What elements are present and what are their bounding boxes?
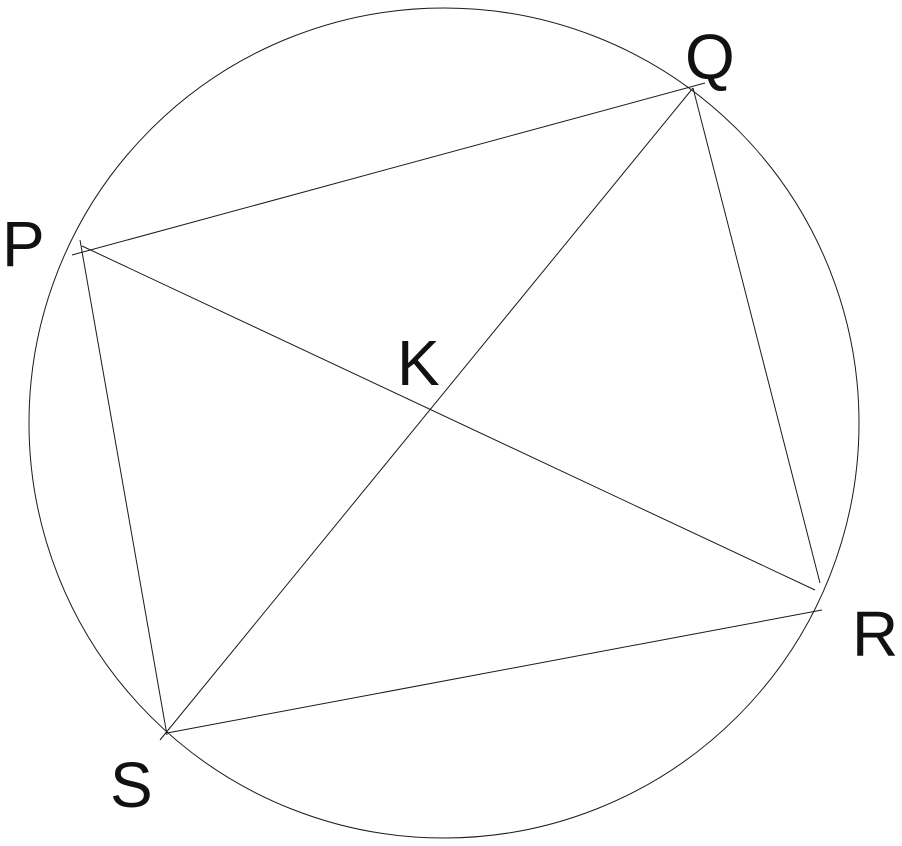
diagonal-qs — [159, 87, 694, 741]
label-k: K — [397, 327, 440, 399]
label-r: R — [852, 598, 898, 670]
label-s: S — [110, 749, 153, 821]
diagonal-pr — [81, 245, 816, 591]
circumcircle — [28, 7, 860, 839]
side-rs — [166, 609, 823, 734]
label-p: P — [2, 208, 45, 280]
side-sp — [79, 239, 168, 736]
side-qr — [692, 87, 821, 584]
side-pq — [71, 82, 706, 256]
label-q: Q — [685, 21, 735, 93]
